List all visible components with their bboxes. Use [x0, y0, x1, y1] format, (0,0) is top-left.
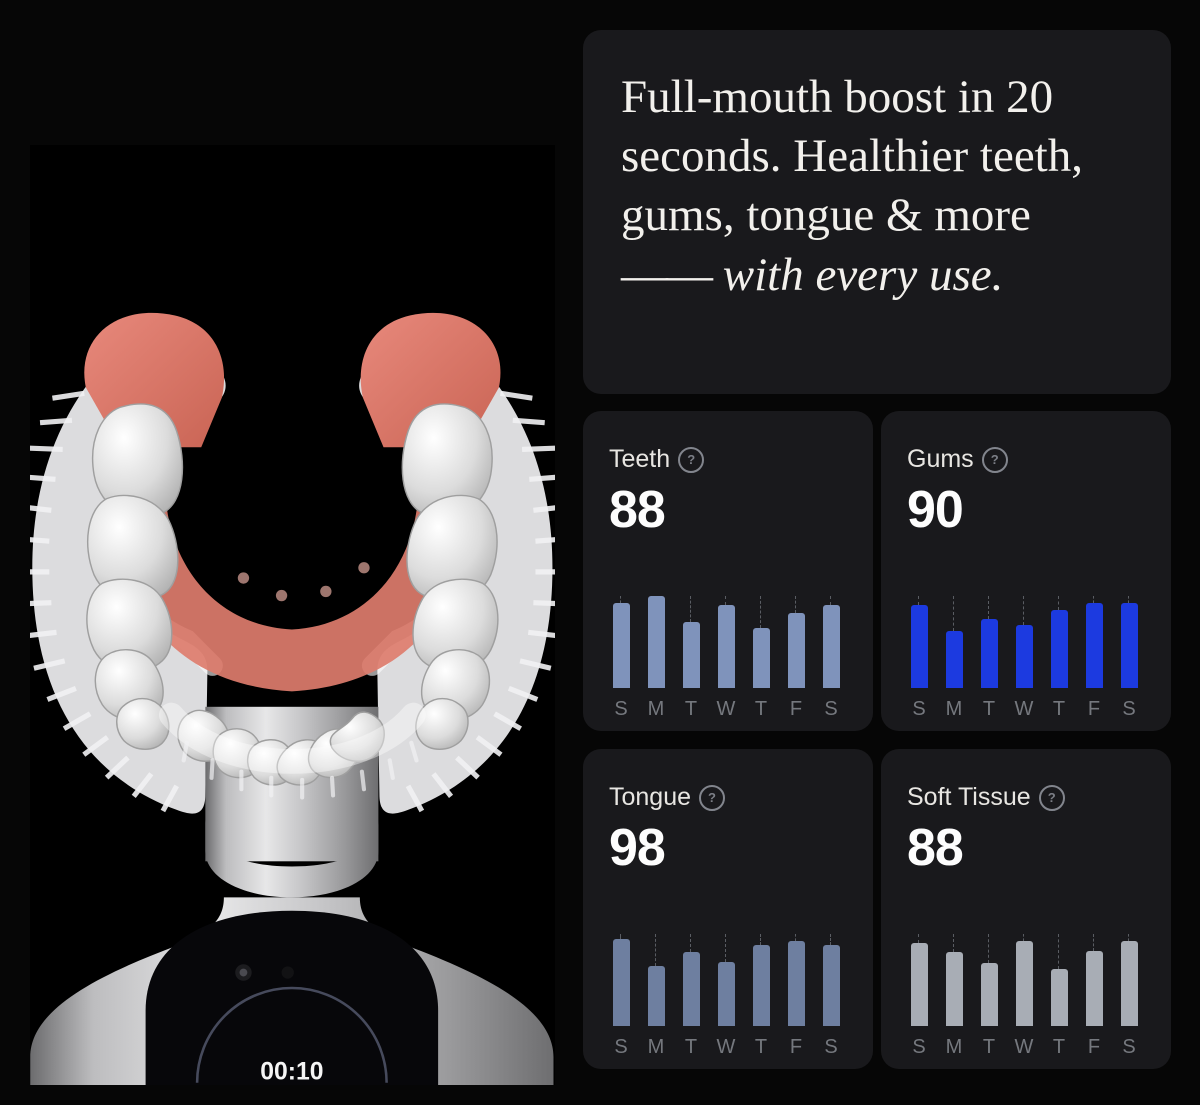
svg-text:00:10: 00:10 — [260, 1059, 323, 1085]
